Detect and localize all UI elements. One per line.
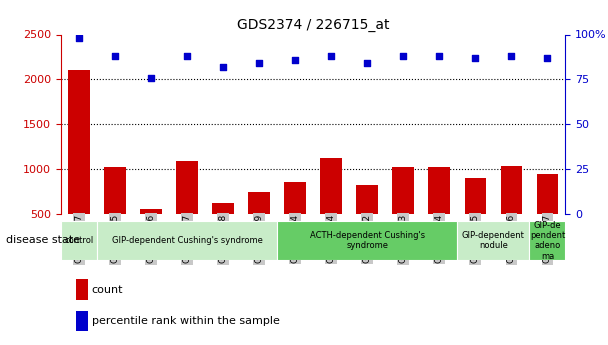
Text: GSM93157: GSM93157 [543,214,552,263]
Point [471,55,480,61]
Text: GSM93155: GSM93155 [471,214,480,263]
Bar [530,221,565,260]
Text: GSM93156: GSM93156 [507,214,516,263]
Bar [77,279,88,300]
Text: count: count [92,285,123,295]
Point [110,53,120,59]
Text: GIP-dependent Cushing's syndrome: GIP-dependent Cushing's syndrome [111,236,263,245]
Point [326,53,336,59]
Bar [356,185,378,259]
Text: control: control [64,236,94,245]
Bar [212,203,234,259]
Point [182,53,192,59]
Point [434,53,444,59]
Text: GSM86166: GSM86166 [147,214,156,263]
Text: GSM86168: GSM86168 [218,214,227,263]
Text: GSM86434: GSM86434 [291,214,300,263]
Text: GSM86169: GSM86169 [255,214,263,263]
Bar [97,221,277,260]
Text: ACTH-dependent Cushing's
syndrome: ACTH-dependent Cushing's syndrome [309,231,425,250]
Text: disease state: disease state [6,236,80,245]
Bar [68,70,89,259]
Bar [277,221,457,260]
Bar [176,161,198,259]
Text: GSM85117: GSM85117 [74,214,83,263]
Bar [465,178,486,259]
Bar [61,221,97,260]
Bar [392,167,414,259]
Point [542,55,552,61]
Text: GIP-de
pendent
adeno
ma: GIP-de pendent adeno ma [530,220,565,261]
Text: GSM93153: GSM93153 [399,214,408,263]
Bar [77,310,88,331]
Bar [500,166,522,259]
Text: percentile rank within the sample: percentile rank within the sample [92,316,280,326]
Text: GSM88074: GSM88074 [326,214,336,263]
Text: GSM93154: GSM93154 [435,214,444,263]
Point [74,35,84,41]
Point [362,60,372,66]
Text: GSM86167: GSM86167 [182,214,192,263]
Bar [429,167,450,259]
Bar [285,181,306,259]
Point [290,57,300,62]
Bar [320,158,342,259]
Point [146,75,156,80]
Bar [537,174,558,259]
Point [398,53,408,59]
Bar [140,209,162,259]
Bar [248,193,270,259]
Text: GIP-dependent
nodule: GIP-dependent nodule [462,231,525,250]
Text: GSM86165: GSM86165 [111,214,119,263]
Point [506,53,516,59]
Text: GSM93152: GSM93152 [363,214,371,263]
Point [254,60,264,66]
Point [218,64,228,70]
Bar [457,221,530,260]
Title: GDS2374 / 226715_at: GDS2374 / 226715_at [237,18,389,32]
Bar [104,167,126,259]
